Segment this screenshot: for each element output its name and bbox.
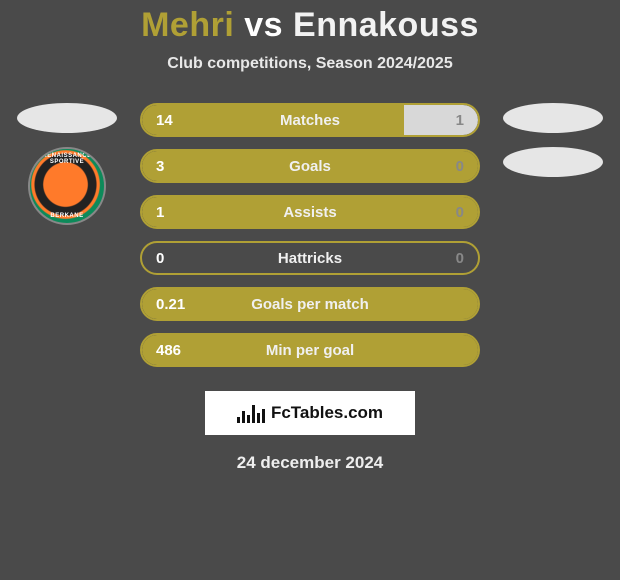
stats-area: RENAISSANCE SPORTIVE BERKANE 14Matches1 3… xyxy=(0,103,620,367)
stat-right-value: 0 xyxy=(456,151,464,181)
right-ellipse-top xyxy=(503,103,603,133)
stat-label: Hattricks xyxy=(142,243,478,273)
stat-label: Goals per match xyxy=(142,289,478,319)
stat-right-value: 0 xyxy=(456,243,464,273)
stat-label: Assists xyxy=(142,197,478,227)
subtitle: Club competitions, Season 2024/2025 xyxy=(0,55,620,73)
comparison-card: Mehri vs Ennakouss Club competitions, Se… xyxy=(0,0,620,473)
stat-row: 1Assists0 xyxy=(140,195,480,229)
stat-row: 14Matches1 xyxy=(140,103,480,137)
stat-row: 3Goals0 xyxy=(140,149,480,183)
brand-bars-icon xyxy=(237,403,265,423)
brand-bar xyxy=(237,417,240,423)
stat-label: Matches xyxy=(142,105,478,135)
brand-bar xyxy=(257,413,260,423)
brand-bar xyxy=(262,409,265,423)
stat-right-value: 0 xyxy=(456,197,464,227)
right-logos-column xyxy=(498,103,608,177)
stat-row: 0Hattricks0 xyxy=(140,241,480,275)
brand-bar xyxy=(252,405,255,423)
stat-label: Goals xyxy=(142,151,478,181)
left-ellipse-top xyxy=(17,103,117,133)
right-ellipse-bottom xyxy=(503,147,603,177)
brand-box[interactable]: FcTables.com xyxy=(205,391,415,435)
brand-bar xyxy=(242,411,245,423)
club-badge-left: RENAISSANCE SPORTIVE BERKANE xyxy=(28,147,106,225)
stat-right-value: 1 xyxy=(456,105,464,135)
brand-text: FcTables.com xyxy=(271,403,383,423)
page-title: Mehri vs Ennakouss xyxy=(0,6,620,45)
left-logos-column: RENAISSANCE SPORTIVE BERKANE xyxy=(12,103,122,225)
player1-name: Mehri xyxy=(141,6,234,44)
stat-label: Min per goal xyxy=(142,335,478,365)
stat-row: 0.21Goals per match xyxy=(140,287,480,321)
vs-separator: vs xyxy=(244,6,283,44)
stat-row: 486Min per goal xyxy=(140,333,480,367)
badge-bottom-text: BERKANE xyxy=(30,213,104,219)
badge-top-text: RENAISSANCE SPORTIVE xyxy=(30,153,104,165)
player2-name: Ennakouss xyxy=(293,6,479,44)
brand-bar xyxy=(247,415,250,423)
date-label: 24 december 2024 xyxy=(0,453,620,473)
stats-column: 14Matches13Goals01Assists00Hattricks00.2… xyxy=(140,103,480,367)
